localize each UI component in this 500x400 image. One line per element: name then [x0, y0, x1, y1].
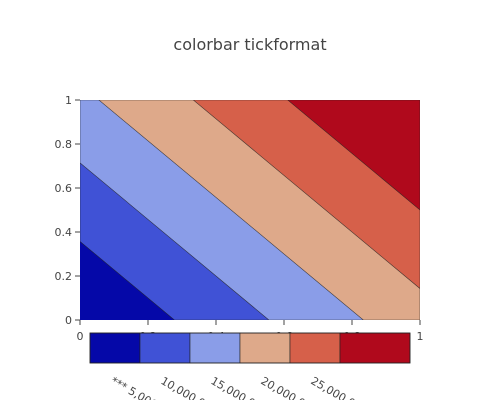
y-tick-label: 0.8: [55, 138, 73, 151]
y-tick-label: 0: [65, 314, 72, 327]
colorbar-tick-label: 25,000,000: [309, 374, 370, 400]
colorbar-tick-label: 10,000,000: [159, 374, 220, 400]
contour-band-5: [287, 100, 420, 211]
colorbar-segment-5: [339, 332, 411, 364]
x-tick-label: 1: [417, 330, 424, 343]
colorbar: *** 5,00010,000,00015,000,00020,000,0002…: [89, 332, 411, 400]
colorbar-segment-4: [289, 332, 341, 364]
colorbar-tick-label: *** 5,000: [109, 374, 160, 400]
y-tick-label: 1: [65, 94, 72, 107]
y-tick-label: 0.2: [55, 270, 73, 283]
plot-area: [80, 100, 420, 320]
x-tick-label: 0: [77, 330, 84, 343]
chart-title: colorbar tickformat: [173, 35, 326, 54]
colorbar-outline: [89, 332, 411, 364]
colorbar-tick-label: 15,000,000: [209, 374, 270, 400]
y-tick-label: 0.6: [55, 182, 73, 195]
colorbar-segment-3: [239, 332, 291, 364]
colorbar-segment-2: [189, 332, 241, 364]
y-tick-label: 0.4: [55, 226, 73, 239]
colorbar-segment-0: [89, 332, 141, 364]
colorbar-tick-label: 20,000,000: [259, 374, 320, 400]
colorbar-segment-1: [139, 332, 191, 364]
